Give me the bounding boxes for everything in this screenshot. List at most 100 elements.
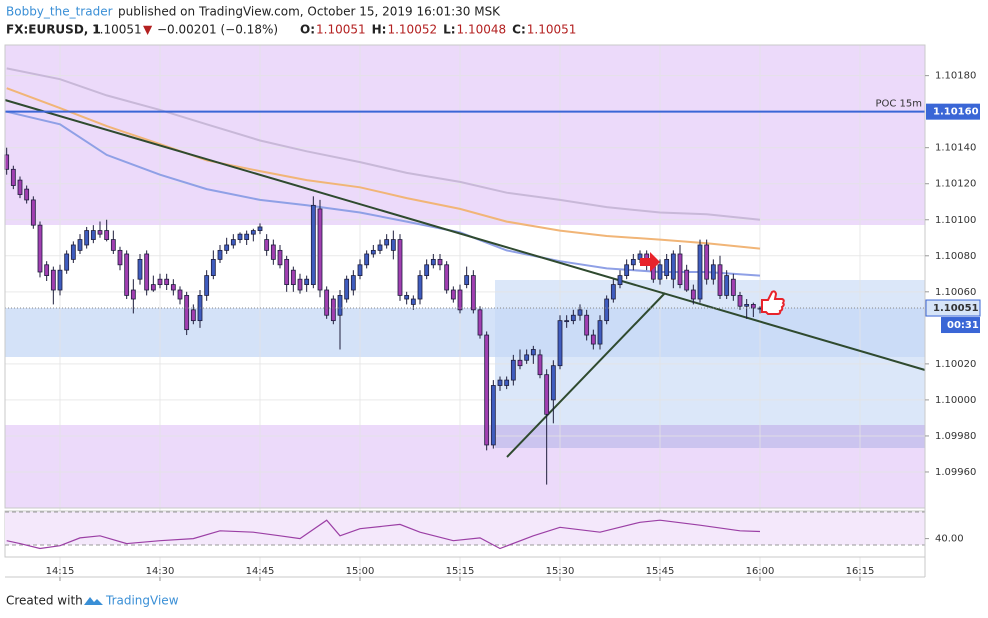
y-tick-label: 1.10020 xyxy=(935,359,976,370)
oscillator xyxy=(6,519,761,550)
candle-body xyxy=(330,298,336,322)
oscillator-line xyxy=(6,519,761,550)
poc-tag-label: 1.10160 xyxy=(933,107,979,118)
candle-body xyxy=(77,239,83,251)
candle-body xyxy=(277,249,283,266)
candle-body xyxy=(264,239,270,251)
candle-body xyxy=(230,239,236,246)
footer-brand[interactable]: TradingView xyxy=(105,594,179,608)
candle-body xyxy=(310,204,316,286)
candle-body xyxy=(750,304,756,309)
trendline xyxy=(506,292,666,458)
candle-body xyxy=(424,264,430,276)
y-tick-label: 1.09960 xyxy=(935,467,976,478)
candle-body xyxy=(184,295,190,331)
y-tick-label: 1.10000 xyxy=(935,395,976,406)
candle-body xyxy=(724,275,730,296)
poc-tag xyxy=(926,103,980,120)
y-tick-label: 1.10080 xyxy=(935,251,976,262)
candle-body xyxy=(397,239,403,296)
candle-body xyxy=(37,224,43,273)
candle-body xyxy=(110,239,116,251)
candle-body xyxy=(190,309,196,322)
candle-body xyxy=(677,253,683,286)
ohlc-value: 1.10048 xyxy=(457,23,507,37)
candle-body xyxy=(284,258,290,286)
candle-body xyxy=(484,334,490,446)
candle-body xyxy=(150,284,156,291)
zone-dark xyxy=(495,425,925,448)
candle-body xyxy=(490,385,496,446)
candle-body xyxy=(624,264,630,276)
candle-body xyxy=(124,253,130,296)
candle-body xyxy=(344,278,350,300)
ohlc-value: 1.10051 xyxy=(316,23,366,37)
candle-body xyxy=(257,226,263,231)
ohlc-key: O: xyxy=(300,23,315,37)
ohlc-key: H: xyxy=(372,23,387,37)
candle-body xyxy=(70,244,76,260)
candle-body xyxy=(584,314,590,336)
candle-body xyxy=(317,208,323,291)
footer-created: Created with xyxy=(6,594,83,608)
candle-body xyxy=(177,289,183,300)
candle-body xyxy=(704,244,710,280)
candle-body xyxy=(510,359,516,381)
last-price: 1.10051 xyxy=(92,23,142,37)
ohlc-legend: O: 1.10051 H: 1.10052 L: 1.10048 C: 1.10051 xyxy=(300,23,576,37)
candle-body xyxy=(437,258,443,266)
candle-body xyxy=(404,295,410,300)
author[interactable]: Bobby_the_trader xyxy=(6,5,113,19)
x-tick-label: 15:00 xyxy=(346,566,375,577)
zone-purple xyxy=(5,45,925,225)
candle-body xyxy=(170,284,176,291)
candle-body xyxy=(710,264,716,280)
candle-body xyxy=(10,168,16,186)
candle-body xyxy=(684,269,690,291)
published-note: published on TradingView.com, October 15… xyxy=(118,5,501,19)
thumb-icon xyxy=(761,290,785,315)
candle-body xyxy=(524,354,530,361)
osc-tick-label: 40.00 xyxy=(935,534,964,545)
candle-body xyxy=(550,365,556,401)
candle-body xyxy=(470,275,476,311)
candle-body xyxy=(337,295,343,316)
candle-body xyxy=(304,278,310,286)
candle-body xyxy=(97,230,103,235)
candle-body xyxy=(564,320,570,323)
candle-body xyxy=(90,230,96,240)
x-tick-label: 14:30 xyxy=(146,566,175,577)
grid xyxy=(5,45,925,577)
candle-body xyxy=(210,258,216,276)
candle-body xyxy=(430,258,436,266)
candle-body xyxy=(737,295,743,307)
candle-body xyxy=(244,233,250,240)
x-tick-label: 15:15 xyxy=(446,566,475,577)
candle-body xyxy=(744,304,750,307)
arrow-icon xyxy=(640,252,660,272)
candle-body xyxy=(444,264,450,291)
candle-body xyxy=(57,269,63,291)
candle-body xyxy=(297,278,303,291)
x-tick-label: 16:00 xyxy=(746,566,775,577)
candle-body xyxy=(544,374,550,415)
candle-body xyxy=(84,230,90,246)
candle-body xyxy=(697,244,703,300)
y-tick-label: 1.10180 xyxy=(935,71,976,82)
candle-body xyxy=(590,334,596,345)
candle-body xyxy=(570,314,576,322)
candle-body xyxy=(370,249,376,255)
candles xyxy=(4,147,763,485)
candle-body xyxy=(30,199,36,226)
candle-body xyxy=(290,269,296,286)
candle-body xyxy=(617,275,623,286)
candle-body xyxy=(157,278,163,286)
countdown: 00:31 xyxy=(947,320,979,331)
candle-body xyxy=(50,269,56,291)
candle-body xyxy=(237,233,243,240)
candle-body xyxy=(664,258,670,276)
candle-body xyxy=(350,275,356,291)
candle-body xyxy=(164,278,170,286)
candle-body xyxy=(497,379,503,386)
